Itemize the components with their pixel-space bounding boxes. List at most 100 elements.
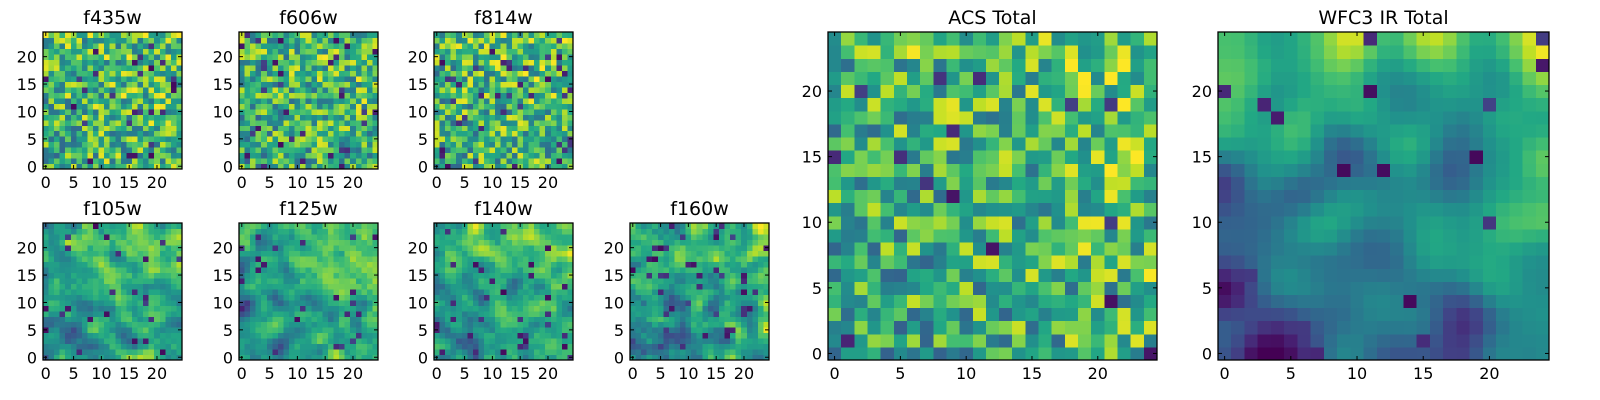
heatmap-cell	[668, 349, 676, 356]
heatmap-cell	[539, 119, 546, 126]
heatmap-cell	[456, 343, 463, 350]
heatmap-cell	[893, 215, 908, 230]
heatmap-cell	[567, 261, 574, 268]
heatmap-cell	[522, 277, 530, 284]
heatmap-cell	[434, 119, 441, 126]
heatmap-cell	[718, 277, 726, 284]
heatmap-cell	[439, 64, 446, 71]
heatmap-cell	[668, 283, 676, 290]
heatmap-cell	[1038, 268, 1053, 282]
heatmap-cell	[933, 281, 948, 295]
heatmap-cell	[266, 283, 273, 290]
heatmap-cell	[272, 266, 279, 273]
heatmap-cell	[239, 255, 246, 262]
heatmap-cell	[327, 70, 335, 77]
heatmap-cell	[867, 346, 882, 361]
heatmap-cell	[350, 97, 357, 104]
heatmap-cell	[539, 163, 546, 170]
heatmap-cell	[344, 305, 351, 312]
heatmap-cell	[372, 59, 379, 66]
heatmap-cell	[126, 158, 133, 165]
heatmap-cell	[517, 53, 524, 60]
heatmap-cell	[735, 294, 742, 301]
heatmap-cell	[561, 97, 569, 104]
heatmap-cell	[522, 70, 530, 77]
heatmap-cell	[484, 75, 491, 82]
heatmap-cell	[266, 316, 273, 323]
heatmap-cell	[316, 86, 323, 93]
heatmap-cell	[506, 158, 513, 165]
heatmap-cell	[339, 81, 346, 88]
heatmap-cell	[550, 81, 557, 88]
heatmap-cell	[539, 42, 546, 50]
heatmap-cell	[70, 305, 77, 312]
heatmap-cell	[439, 97, 446, 104]
heatmap-cell	[561, 81, 569, 88]
heatmap-cell	[528, 37, 535, 44]
heatmap-cell	[70, 130, 77, 137]
heatmap-cell	[696, 343, 703, 350]
heatmap-cell	[81, 228, 89, 235]
heatmap-cell	[300, 48, 307, 55]
heatmap-cell	[339, 244, 346, 251]
heatmap-cell	[545, 48, 552, 55]
heatmap-cell	[495, 255, 502, 262]
heatmap-cell	[154, 266, 161, 273]
heatmap-cell	[143, 261, 150, 268]
heatmap-cell	[261, 343, 268, 350]
heatmap-cell	[461, 343, 468, 350]
heatmap-cell	[735, 261, 742, 268]
heatmap-cell	[556, 163, 563, 170]
heatmap-cell	[630, 343, 637, 350]
heatmap-cell	[355, 228, 362, 235]
heatmap-cell	[439, 119, 446, 126]
heatmap-cell	[283, 288, 290, 295]
heatmap-cell	[561, 32, 569, 39]
heatmap-cell	[1091, 281, 1105, 295]
heatmap-cell	[339, 32, 346, 39]
heatmap-cell	[467, 288, 474, 295]
heatmap-cell	[115, 332, 122, 339]
heatmap-cell	[456, 48, 463, 55]
heatmap-cell	[283, 310, 290, 317]
heatmap-cell	[143, 332, 150, 339]
heatmap-cell	[550, 228, 557, 235]
heatmap-cell	[344, 321, 351, 328]
heatmap-cell	[104, 283, 111, 290]
heatmap-cell	[730, 239, 737, 246]
heatmap-cell	[43, 141, 50, 148]
heatmap-cell	[663, 239, 670, 246]
heatmap-cell	[550, 70, 557, 77]
heatmap-cell	[522, 261, 530, 268]
heatmap-cell	[746, 233, 753, 241]
heatmap-cell	[76, 266, 83, 273]
heatmap-cell	[539, 288, 546, 295]
heatmap-cell	[176, 316, 183, 323]
heatmap-cell	[445, 343, 452, 350]
heatmap-cell	[327, 130, 335, 137]
heatmap-cell	[294, 141, 301, 148]
heatmap-cell	[333, 288, 340, 295]
heatmap-cell	[556, 37, 563, 44]
heatmap-cell	[54, 327, 61, 334]
heatmap-cell	[311, 136, 318, 143]
heatmap-cell	[311, 92, 318, 99]
heatmap-cell	[255, 152, 262, 159]
heatmap-cell	[724, 305, 731, 312]
heatmap-cell	[445, 53, 452, 60]
heatmap-cell	[316, 108, 323, 115]
heatmap-cell	[484, 147, 491, 154]
heatmap-cell	[300, 86, 307, 93]
heatmap-cell	[170, 272, 178, 279]
heatmap-cell	[707, 277, 714, 284]
heatmap-cell	[450, 70, 457, 77]
heatmap-cell	[685, 305, 692, 312]
heatmap-cell	[484, 158, 491, 165]
heatmap-cell	[484, 283, 491, 290]
heatmap-cell	[48, 141, 55, 148]
panel-title: f435w	[83, 7, 142, 29]
heatmap-cell	[735, 332, 742, 339]
heatmap-cell	[104, 310, 111, 317]
heatmap-cell	[439, 294, 446, 301]
heatmap-cell	[98, 244, 105, 251]
